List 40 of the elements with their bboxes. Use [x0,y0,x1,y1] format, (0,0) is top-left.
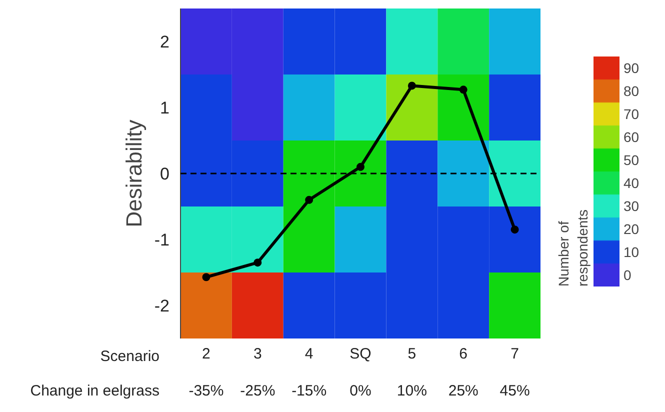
text: -35% [188,382,224,400]
text: 45% [500,382,530,400]
color-bar-label: 10 [624,244,640,260]
point [356,162,364,171]
x-tick-label: 3 [253,345,262,362]
text: -15% [292,382,327,400]
text: 0% [350,382,372,400]
x-tick-label: 6 [459,345,468,362]
color-bar-title: Number of respondents [555,209,590,286]
x-tick-label: SQ [350,345,372,362]
y-tick-label: -1 [154,230,170,250]
color-bar-label: 0 [624,267,632,283]
point [510,226,519,234]
point [459,86,468,94]
color-bar-label: 70 [624,106,640,122]
point [408,82,416,90]
color-bar-label: 50 [624,152,640,168]
color-bar-label: 40 [624,175,640,191]
y-tick-label: 2 [160,32,170,52]
color-bar-label: 30 [624,198,640,214]
x-tick-label: 2 [202,345,210,362]
text: Scenario [100,348,160,366]
text: Change in eelgrass [30,382,160,400]
y-tick-label: 1 [160,98,170,118]
x-tick-label: 4 [304,345,314,362]
text: 25% [448,382,478,400]
point [305,196,314,204]
color-bar-label: 20 [624,221,640,237]
y-axis-title: Desirability [121,120,146,228]
y-tick-label: -2 [154,296,170,316]
color-bar-label: 90 [624,60,640,76]
point [202,273,210,282]
color-bar-label: 60 [624,129,640,145]
text: 10% [396,382,427,400]
text: -25% [240,382,276,400]
x-tick-label: 7 [510,345,519,362]
y-tick-label: 0 [160,164,170,184]
x-tick-label: 5 [408,345,416,362]
point [254,258,262,267]
color-bar-label: 80 [624,83,640,99]
